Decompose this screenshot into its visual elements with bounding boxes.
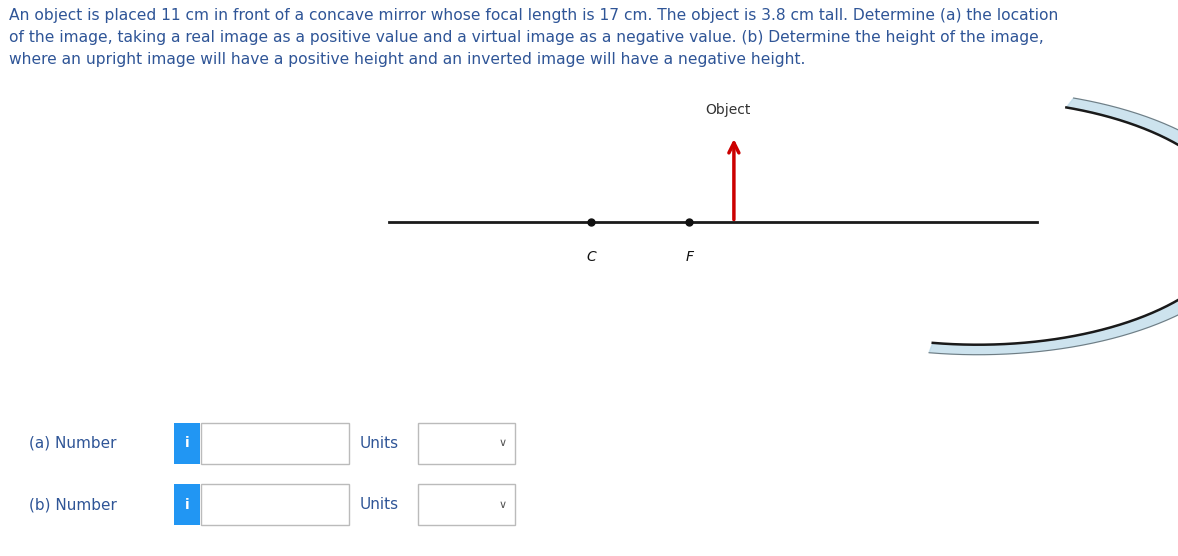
FancyBboxPatch shape xyxy=(174,484,200,525)
Text: C: C xyxy=(587,250,596,264)
Text: An object is placed 11 cm in front of a concave mirror whose focal length is 17 : An object is placed 11 cm in front of a … xyxy=(9,8,1059,67)
Text: Object: Object xyxy=(706,103,750,117)
Text: ∨: ∨ xyxy=(499,439,507,448)
Text: (a) Number: (a) Number xyxy=(29,436,117,451)
Text: ∨: ∨ xyxy=(499,500,507,509)
FancyBboxPatch shape xyxy=(174,423,200,464)
FancyBboxPatch shape xyxy=(201,484,349,525)
FancyBboxPatch shape xyxy=(418,423,515,464)
Text: Units: Units xyxy=(359,436,398,451)
Text: i: i xyxy=(185,498,190,512)
Text: (b) Number: (b) Number xyxy=(29,497,118,512)
Text: F: F xyxy=(686,250,693,264)
FancyBboxPatch shape xyxy=(201,423,349,464)
Text: Units: Units xyxy=(359,497,398,512)
FancyBboxPatch shape xyxy=(418,484,515,525)
Text: i: i xyxy=(185,436,190,450)
Polygon shape xyxy=(929,98,1178,355)
